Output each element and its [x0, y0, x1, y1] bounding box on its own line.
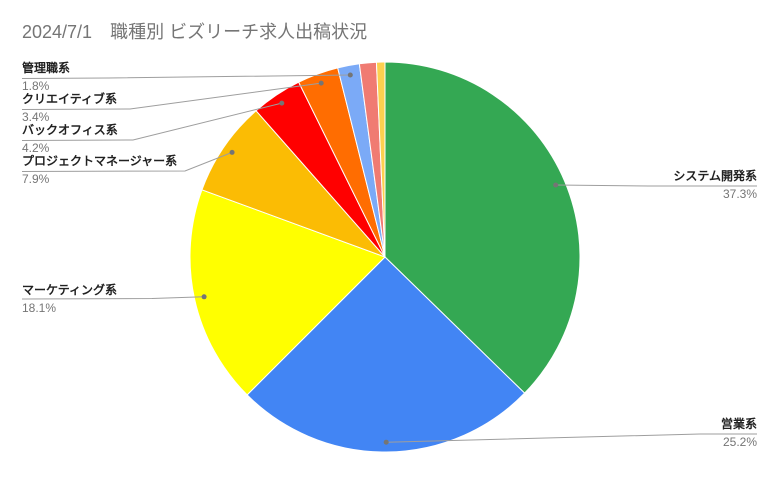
- leader-line-slice-6: [21, 74, 351, 79]
- leader-dot-slice-2: [201, 294, 207, 300]
- pie-label-percent: 1.8%: [22, 79, 50, 93]
- pie-label-creative: クリエイティブ系 3.4%: [22, 92, 117, 124]
- chart-title: 2024/7/1 職種別 ビズリーチ求人出稿状況: [22, 22, 368, 42]
- pie-slice-8[interactable]: [375, 61, 386, 258]
- pie-label-kanrishoku: 管理職系 1.8%: [22, 61, 70, 93]
- pie-label-backoffice: バックオフィス系 4.2%: [22, 123, 118, 155]
- pie-label-system-dev: システム開発系 37.3%: [673, 169, 757, 201]
- leader-dot-slice-3: [229, 149, 235, 155]
- leader-line-slice-2: [21, 296, 205, 300]
- pie-label-name: プロジェクトマネージャー系: [22, 154, 178, 168]
- pie-label-percent: 4.2%: [22, 141, 50, 155]
- leader-dot-slice-6: [347, 72, 353, 78]
- leader-line-slice-4: [21, 102, 282, 141]
- pie-label-name: 管理職系: [22, 61, 71, 75]
- leader-line-slice-1: [386, 433, 757, 443]
- leader-dot-slice-0: [553, 182, 559, 188]
- pie-label-sales: 営業系 25.2%: [721, 417, 757, 449]
- pie-label-name: クリエイティブ系: [22, 92, 118, 106]
- pie-label-marketing: マーケティング系 18.1%: [22, 283, 117, 315]
- leader-dot-slice-1: [383, 439, 389, 445]
- leader-dot-slice-4: [279, 100, 285, 106]
- pie-slice-2[interactable]: [189, 189, 386, 396]
- pie-label-percent: 37.3%: [722, 187, 757, 201]
- pie-label-percent: 3.4%: [22, 110, 50, 124]
- pie-slice-0[interactable]: [384, 61, 581, 394]
- pie-label-percent: 25.2%: [722, 435, 757, 449]
- leader-line-slice-3: [21, 151, 233, 172]
- leader-line-slice-0: [555, 184, 757, 187]
- pie-label-name: バックオフィス系: [22, 123, 118, 137]
- pie-label-percent: 18.1%: [22, 301, 57, 315]
- leader-dot-slice-5: [318, 80, 324, 86]
- pie-slice-1[interactable]: [246, 256, 526, 453]
- pie-slice-3[interactable]: [201, 110, 386, 258]
- pie-label-project-manager: プロジェクトマネージャー系 7.9%: [22, 154, 177, 186]
- leader-line-slice-5: [21, 82, 322, 110]
- pie-label-name: マーケティング系: [22, 283, 118, 297]
- pie-label-percent: 7.9%: [22, 172, 50, 186]
- pie-label-name: 営業系: [720, 417, 757, 431]
- pie-label-name: システム開発系: [673, 169, 757, 183]
